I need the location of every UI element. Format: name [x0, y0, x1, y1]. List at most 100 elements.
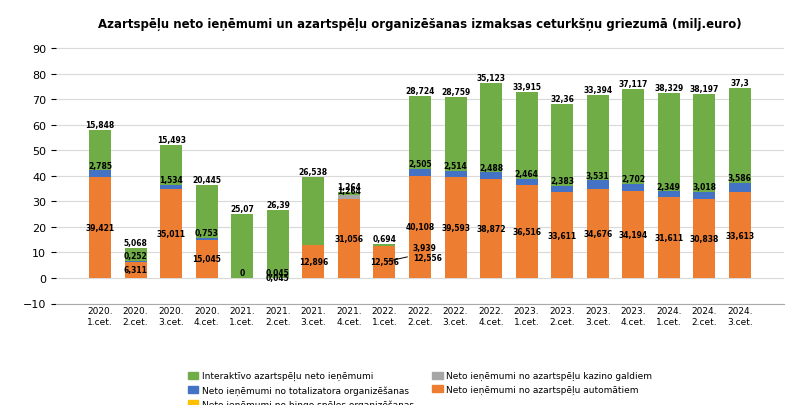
Bar	[694, 200, 715, 278]
Text: 30,838: 30,838	[690, 234, 719, 243]
Bar	[516, 185, 538, 278]
Bar	[267, 211, 289, 278]
Bar	[160, 189, 182, 278]
Text: 28,724: 28,724	[406, 87, 434, 96]
Text: 3,018: 3,018	[692, 182, 716, 191]
Text: 37,117: 37,117	[618, 80, 648, 89]
Text: 2,383: 2,383	[550, 177, 574, 186]
Bar	[480, 173, 502, 179]
Text: 2,702: 2,702	[622, 175, 646, 183]
Legend: Interaktīvo azartspēļu neto ieņēmumi, Neto ieņēmumi no totalizatora organizēšana: Interaktīvo azartspēļu neto ieņēmumi, Ne…	[185, 369, 655, 405]
Text: 33,915: 33,915	[512, 83, 541, 92]
Bar	[586, 190, 609, 278]
Text: 31,611: 31,611	[654, 234, 683, 243]
Bar	[409, 176, 431, 278]
Text: 0,045: 0,045	[266, 274, 290, 283]
Text: 2,488: 2,488	[479, 163, 503, 172]
Text: 37,3: 37,3	[730, 79, 750, 87]
Text: 40,108: 40,108	[406, 223, 434, 232]
Bar	[445, 177, 466, 278]
Bar	[89, 130, 111, 171]
Text: 33,611: 33,611	[548, 231, 577, 240]
Bar	[658, 198, 680, 278]
Bar	[338, 193, 360, 196]
Bar	[89, 171, 111, 178]
Text: 20,445: 20,445	[192, 176, 222, 185]
Text: 34,676: 34,676	[583, 230, 612, 239]
Bar	[516, 179, 538, 185]
Text: 34,194: 34,194	[618, 230, 648, 239]
Bar	[622, 191, 644, 278]
Text: 25,07: 25,07	[230, 205, 254, 213]
Bar	[231, 215, 254, 278]
Text: 36,516: 36,516	[512, 227, 541, 236]
Bar	[374, 245, 395, 246]
Bar	[658, 192, 680, 198]
Text: 2,514: 2,514	[444, 161, 467, 171]
Text: 0,694: 0,694	[373, 234, 396, 243]
Text: 38,197: 38,197	[690, 85, 719, 94]
Text: 0,252: 0,252	[124, 252, 147, 261]
Text: 1,534: 1,534	[159, 175, 183, 185]
Bar	[480, 179, 502, 278]
Text: 12,556: 12,556	[370, 258, 399, 267]
Text: 35,123: 35,123	[477, 74, 506, 83]
Text: 12,896: 12,896	[298, 258, 328, 266]
Text: 0,045: 0,045	[266, 269, 290, 277]
Bar	[445, 171, 466, 177]
Text: 35,011: 35,011	[157, 229, 186, 238]
Bar	[729, 193, 751, 278]
Bar	[160, 146, 182, 185]
Bar	[694, 95, 715, 192]
Bar	[302, 178, 324, 245]
Bar	[551, 187, 573, 193]
Text: 1,264: 1,264	[337, 183, 361, 192]
Text: 2,505: 2,505	[408, 160, 432, 169]
Text: 31,056: 31,056	[334, 234, 363, 243]
Text: 26,39: 26,39	[266, 201, 290, 210]
Text: 39,421: 39,421	[86, 224, 114, 232]
Text: 15,493: 15,493	[157, 136, 186, 145]
Text: 39,593: 39,593	[441, 224, 470, 232]
Bar	[338, 199, 360, 278]
Bar	[160, 185, 182, 189]
Text: 28,759: 28,759	[441, 88, 470, 97]
Text: 0: 0	[240, 268, 245, 277]
Bar	[196, 240, 218, 278]
Bar	[516, 93, 538, 179]
Bar	[89, 178, 111, 278]
Bar	[374, 246, 395, 278]
Bar	[551, 104, 573, 187]
Text: 1,264: 1,264	[337, 186, 361, 195]
Text: 2,464: 2,464	[514, 169, 538, 178]
Bar	[658, 94, 680, 192]
Text: 3,939
12,556: 3,939 12,556	[387, 243, 442, 262]
Bar	[622, 184, 644, 191]
Bar	[551, 193, 573, 278]
Bar	[694, 192, 715, 200]
Text: 3,531: 3,531	[586, 171, 610, 180]
Text: 38,872: 38,872	[476, 224, 506, 233]
Bar	[409, 170, 431, 176]
Text: 26,538: 26,538	[299, 168, 328, 177]
Bar	[729, 183, 751, 193]
Title: Azartspēļu neto ieņēmumi un azartspēļu organizēšanas izmaksas ceturkšņu griezumā: Azartspēļu neto ieņēmumi un azartspēļu o…	[98, 18, 742, 31]
Bar	[196, 238, 218, 240]
Bar	[125, 249, 146, 262]
Bar	[622, 90, 644, 184]
Text: 33,613: 33,613	[726, 231, 754, 240]
Bar	[480, 83, 502, 173]
Text: 38,329: 38,329	[654, 84, 683, 93]
Text: 6,311: 6,311	[124, 266, 147, 275]
Text: 33,394: 33,394	[583, 86, 612, 95]
Bar	[302, 245, 324, 278]
Text: 0,753: 0,753	[195, 228, 218, 237]
Text: 15,848: 15,848	[86, 121, 114, 130]
Bar	[445, 98, 466, 171]
Bar	[586, 181, 609, 190]
Text: 32,36: 32,36	[550, 94, 574, 103]
Text: 3,586: 3,586	[728, 174, 752, 183]
Text: 2,785: 2,785	[88, 161, 112, 170]
Text: 5,068: 5,068	[124, 239, 147, 248]
Text: 2,349: 2,349	[657, 182, 681, 191]
